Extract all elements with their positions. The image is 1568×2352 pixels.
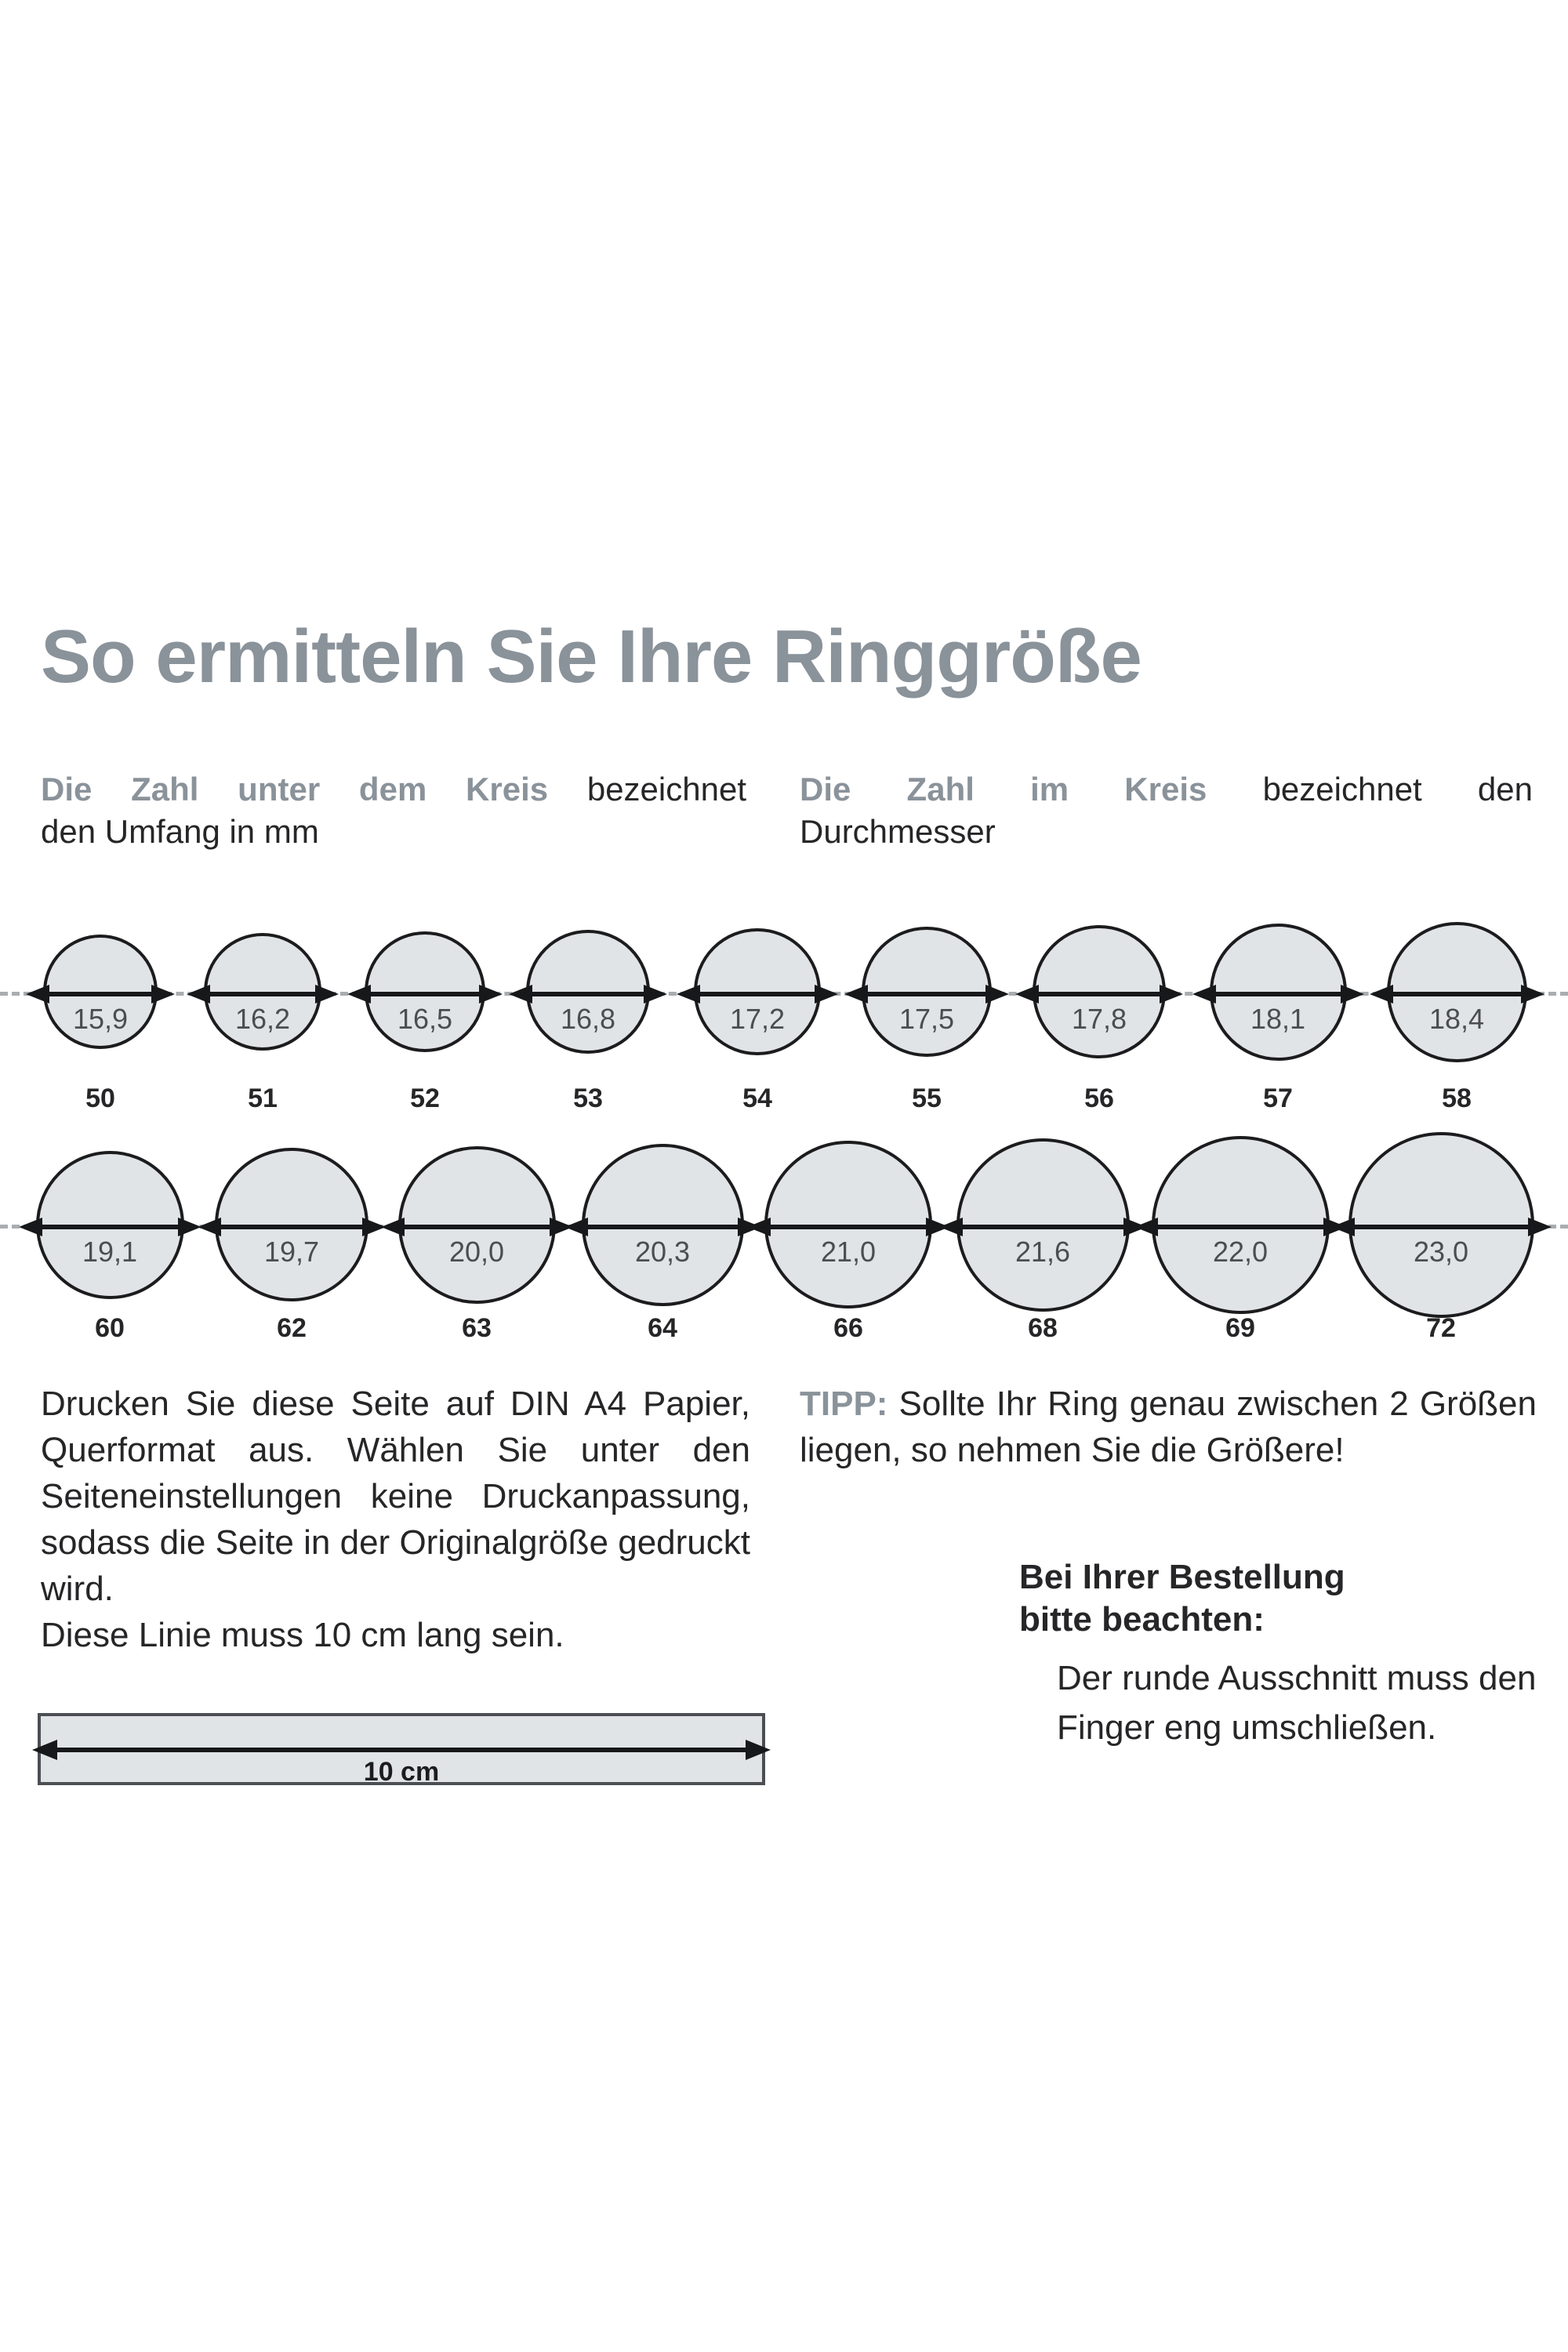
ruler-double-arrow-icon xyxy=(32,1740,771,1760)
ring-size-label: 56 xyxy=(1084,1083,1114,1113)
ring-diameter-label: 18,1 xyxy=(1250,1003,1306,1035)
ring-size-label: 60 xyxy=(95,1313,125,1343)
diameter-arrow-icon xyxy=(18,1218,201,1236)
order-note-heading-line1: Bei Ihrer Bestellung xyxy=(1019,1558,1345,1596)
ring-size-label: 54 xyxy=(742,1083,772,1113)
diameter-arrow-icon xyxy=(1330,1218,1552,1236)
ring-size-label: 68 xyxy=(1028,1313,1058,1343)
diameter-arrow-icon xyxy=(844,985,1009,1004)
legend-right-line2: Durchmesser xyxy=(800,812,996,850)
ring-diameter-label: 20,3 xyxy=(634,1236,691,1268)
diameter-arrow-icon xyxy=(380,1218,573,1236)
ring-size-label: 69 xyxy=(1225,1313,1255,1343)
legend-left-rest: bezeichnet xyxy=(548,771,746,808)
ring-size-row-2: 19,1 60 19,7 62 20,0 63 20,3 64 21,0 66 21,6 68 22,0… xyxy=(0,1121,1568,1348)
diameter-arrow-icon xyxy=(747,1218,949,1236)
ring-size-label: 50 xyxy=(85,1083,115,1113)
diameter-arrow-icon xyxy=(564,1218,761,1236)
ring-diameter-label: 16,8 xyxy=(560,1003,616,1035)
order-note-heading-line2: bitte beachten: xyxy=(1019,1599,1265,1639)
legend-left-line2: den Umfang in mm xyxy=(41,812,319,850)
diameter-arrow-icon xyxy=(26,985,175,1004)
diameter-arrow-icon xyxy=(1134,1218,1347,1236)
ring-size-label: 52 xyxy=(410,1083,440,1113)
ring-diameter-label: 21,6 xyxy=(1014,1236,1071,1268)
legend-right-rest: bezeichnet den xyxy=(1207,771,1533,808)
ring-diameter-label: 20,0 xyxy=(448,1236,505,1268)
diameter-arrow-icon xyxy=(1369,985,1544,1004)
ring-size-row-1: 15,9 50 16,2 51 16,5 52 16,8 53 17,2 54 17,5 55 17,8… xyxy=(0,902,1568,1121)
diameter-arrow-icon xyxy=(187,985,339,1004)
print-instructions: Drucken Sie diese Seite auf DIN A4 Papie… xyxy=(41,1381,750,1659)
diameter-arrow-icon xyxy=(509,985,667,1004)
order-note: Bei Ihrer Bestellung bitte beachten: Der… xyxy=(1019,1556,1537,1752)
diameter-arrow-icon xyxy=(198,1218,386,1236)
ring-size-label: 66 xyxy=(833,1313,863,1343)
ring-diameter-label: 15,9 xyxy=(72,1003,129,1035)
ring-diameter-label: 17,8 xyxy=(1071,1003,1127,1035)
ring-diameter-label: 18,4 xyxy=(1428,1003,1485,1035)
ring-size-label: 58 xyxy=(1442,1083,1472,1113)
diameter-arrow-icon xyxy=(1015,985,1183,1004)
legend-diameter: Die Zahl im Kreis bezeichnet den Durchme… xyxy=(800,768,1533,853)
ring-diameter-label: 19,7 xyxy=(263,1236,320,1268)
ring-diameter-label: 22,0 xyxy=(1212,1236,1269,1268)
ring-size-label: 62 xyxy=(277,1313,307,1343)
ring-diameter-label: 16,2 xyxy=(234,1003,291,1035)
order-note-body: Der runde Ausschnitt muss den Finger eng… xyxy=(1057,1659,1537,1747)
print-instructions-paragraph: Drucken Sie diese Seite auf DIN A4 Papie… xyxy=(41,1385,750,1608)
ring-size-label: 64 xyxy=(648,1313,677,1343)
legend-circumference: Die Zahl unter dem Kreis bezeichnet den … xyxy=(41,768,746,853)
ring-size-label: 72 xyxy=(1426,1313,1456,1343)
page-title: So ermitteln Sie Ihre Ringgröße xyxy=(41,615,1142,699)
ring-size-label: 63 xyxy=(462,1313,492,1343)
ring-diameter-label: 16,5 xyxy=(397,1003,453,1035)
legend-right-accent: Die Zahl im Kreis xyxy=(800,771,1207,808)
diameter-arrow-icon xyxy=(1192,985,1364,1004)
diameter-arrow-icon xyxy=(347,985,503,1004)
diameter-arrow-icon xyxy=(677,985,838,1004)
ring-size-label: 57 xyxy=(1263,1083,1293,1113)
legend-left-accent: Die Zahl unter dem Kreis xyxy=(41,771,549,808)
tip-accent: TIPP: xyxy=(800,1385,888,1423)
line-length-note: Diese Linie muss 10 cm lang sein. xyxy=(41,1615,564,1654)
ring-diameter-label: 17,2 xyxy=(729,1003,786,1035)
ring-diameter-label: 23,0 xyxy=(1413,1236,1469,1268)
ring-size-label: 51 xyxy=(248,1083,278,1113)
ruler-label: 10 cm xyxy=(363,1757,440,1787)
ring-diameter-label: 17,5 xyxy=(898,1003,955,1035)
ruler-10cm: 10 cm xyxy=(32,1713,771,1787)
tip-text: TIPP: Sollte Ihr Ring genau zwischen 2 G… xyxy=(800,1381,1537,1474)
ring-size-label: 53 xyxy=(573,1083,603,1113)
ring-size-label: 55 xyxy=(912,1083,942,1113)
tip-body: Sollte Ihr Ring genau zwischen 2 Größen … xyxy=(800,1385,1537,1469)
legend-right-line1: Die Zahl im Kreis bezeichnet den xyxy=(800,768,1533,811)
ring-diameter-label: 19,1 xyxy=(82,1236,138,1268)
diameter-arrow-icon xyxy=(938,1218,1147,1236)
legend-left-line1: Die Zahl unter dem Kreis bezeichnet xyxy=(41,768,746,811)
ring-diameter-label: 21,0 xyxy=(820,1236,877,1268)
